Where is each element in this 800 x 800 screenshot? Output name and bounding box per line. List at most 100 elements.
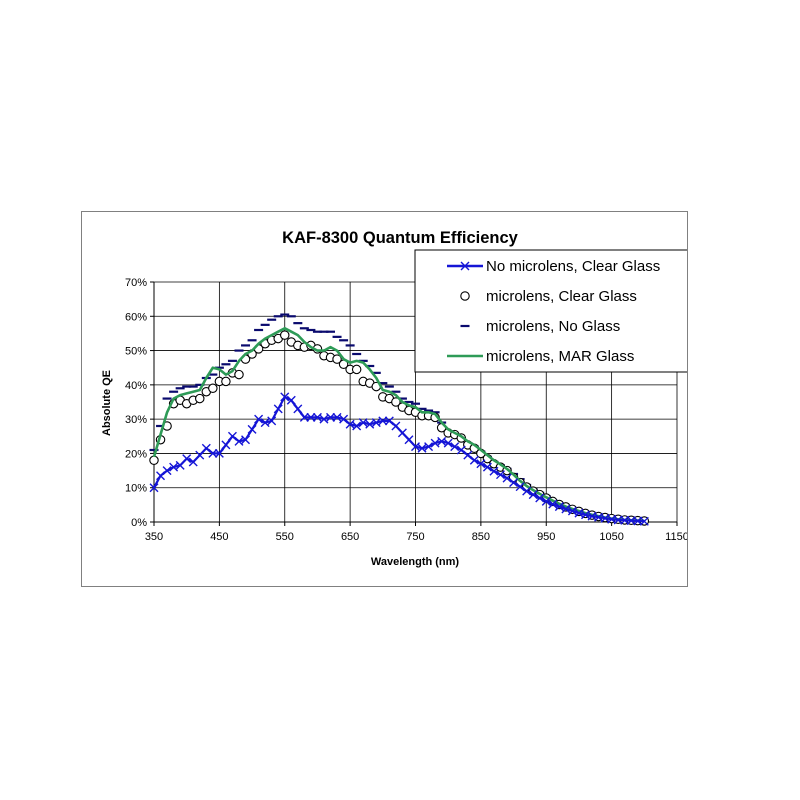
x-tick-label: 850: [472, 531, 490, 543]
data-point: [234, 436, 244, 446]
data-point: [495, 470, 505, 480]
data-point: [391, 397, 401, 407]
legend-swatch-marker: [460, 261, 470, 271]
x-marker-stroke: [156, 471, 166, 481]
data-point: [286, 395, 296, 405]
data-point: [535, 493, 545, 503]
data-point: [195, 450, 205, 460]
data-point: [411, 442, 420, 452]
x-marker-stroke: [417, 443, 427, 453]
data-point: [358, 418, 368, 428]
x-marker-stroke: [509, 478, 519, 488]
data-point: [365, 419, 375, 429]
data-point: [554, 502, 564, 512]
data-point: [528, 490, 538, 500]
x-marker-stroke: [293, 404, 303, 414]
data-point: [482, 462, 492, 472]
x-marker-stroke: [548, 499, 558, 509]
x-marker-stroke: [554, 502, 564, 512]
data-point: [384, 416, 394, 426]
x-marker-stroke: [437, 436, 447, 446]
data-point: [574, 508, 584, 518]
legend-label: microlens, Clear Glass: [486, 288, 637, 305]
x-tick-label: 450: [210, 531, 228, 543]
x-marker-stroke: [319, 414, 329, 424]
x-marker-stroke: [149, 483, 159, 493]
data-point: [639, 516, 649, 526]
data-point: [326, 412, 336, 422]
x-marker-stroke: [450, 442, 460, 452]
data-point: [397, 428, 407, 438]
data-point: [149, 455, 159, 466]
x-marker-stroke: [489, 466, 499, 476]
y-tick-label: 60%: [125, 311, 147, 323]
data-point: [208, 448, 218, 458]
data-point: [221, 376, 231, 387]
data-point: [247, 424, 257, 434]
x-marker-stroke: [522, 486, 532, 496]
chart-frame: KAF-8300 Quantum Efficiency 0% 10% 20% 30% 4…: [81, 211, 688, 587]
data-point: [280, 330, 290, 340]
data-point: [175, 460, 185, 470]
data-point: [221, 440, 231, 450]
x-marker-stroke: [286, 395, 296, 405]
x-marker-stroke: [280, 392, 290, 402]
y-tick-label: 50%: [125, 346, 147, 358]
x-marker-stroke: [476, 459, 486, 469]
legend-item: No microlens, Clear Glass: [447, 258, 660, 275]
data-point: [299, 412, 309, 422]
x-marker-stroke: [528, 490, 538, 500]
x-marker-stroke: [391, 421, 401, 431]
data-point: [351, 364, 362, 375]
data-point: [424, 442, 434, 452]
data-point: [489, 466, 499, 476]
series-line: [153, 395, 645, 523]
legend-item: microlens, Clear Glass: [460, 288, 637, 305]
data-point: [345, 419, 355, 429]
x-marker-stroke: [208, 448, 218, 458]
data-point: [476, 459, 486, 469]
data-point: [234, 369, 244, 380]
data-point: [201, 443, 211, 453]
data-point: [280, 392, 290, 402]
data-point: [548, 499, 558, 509]
data-point: [541, 496, 551, 506]
x-marker-stroke: [267, 416, 277, 426]
data-point: [306, 412, 316, 422]
x-tick-label: 1050: [599, 531, 623, 543]
x-marker-stroke: [169, 462, 179, 472]
x-marker-stroke: [312, 412, 322, 422]
x-marker-stroke: [345, 419, 355, 429]
data-point: [241, 435, 251, 445]
x-marker-stroke: [260, 418, 270, 428]
data-point: [391, 421, 401, 431]
data-point: [332, 412, 342, 422]
data-point: [312, 412, 322, 422]
axes-layer: 0% 10% 20% 30% 40% 50% 60% 70% 350 450 550 650 750 85…: [125, 277, 687, 543]
data-point: [443, 438, 453, 448]
x-marker-stroke: [326, 412, 336, 422]
data-point: [469, 455, 479, 465]
data-point: [267, 416, 277, 426]
data-point: [293, 404, 303, 414]
x-marker-stroke: [535, 493, 545, 503]
x-marker-stroke: [214, 448, 224, 458]
legend-label: microlens, No Glass: [486, 318, 620, 335]
x-marker-stroke: [463, 450, 473, 460]
x-tick-label: 1150: [665, 531, 687, 543]
x-axis-title: Wavelength (nm): [371, 556, 460, 568]
x-marker-stroke: [339, 414, 349, 424]
x-marker-stroke: [424, 442, 434, 452]
data-point: [404, 435, 414, 445]
x-marker-stroke: [456, 445, 466, 455]
data-point: [339, 414, 349, 424]
y-tick-label: 40%: [125, 380, 147, 392]
x-tick-label: 550: [276, 531, 294, 543]
x-marker-stroke: [162, 466, 172, 476]
x-marker-stroke: [460, 261, 470, 271]
legend-swatch-marker: [460, 291, 470, 301]
x-marker-stroke: [182, 454, 192, 464]
x-marker-stroke: [443, 438, 453, 448]
x-marker-stroke: [482, 462, 492, 472]
legend-box: [414, 249, 687, 373]
